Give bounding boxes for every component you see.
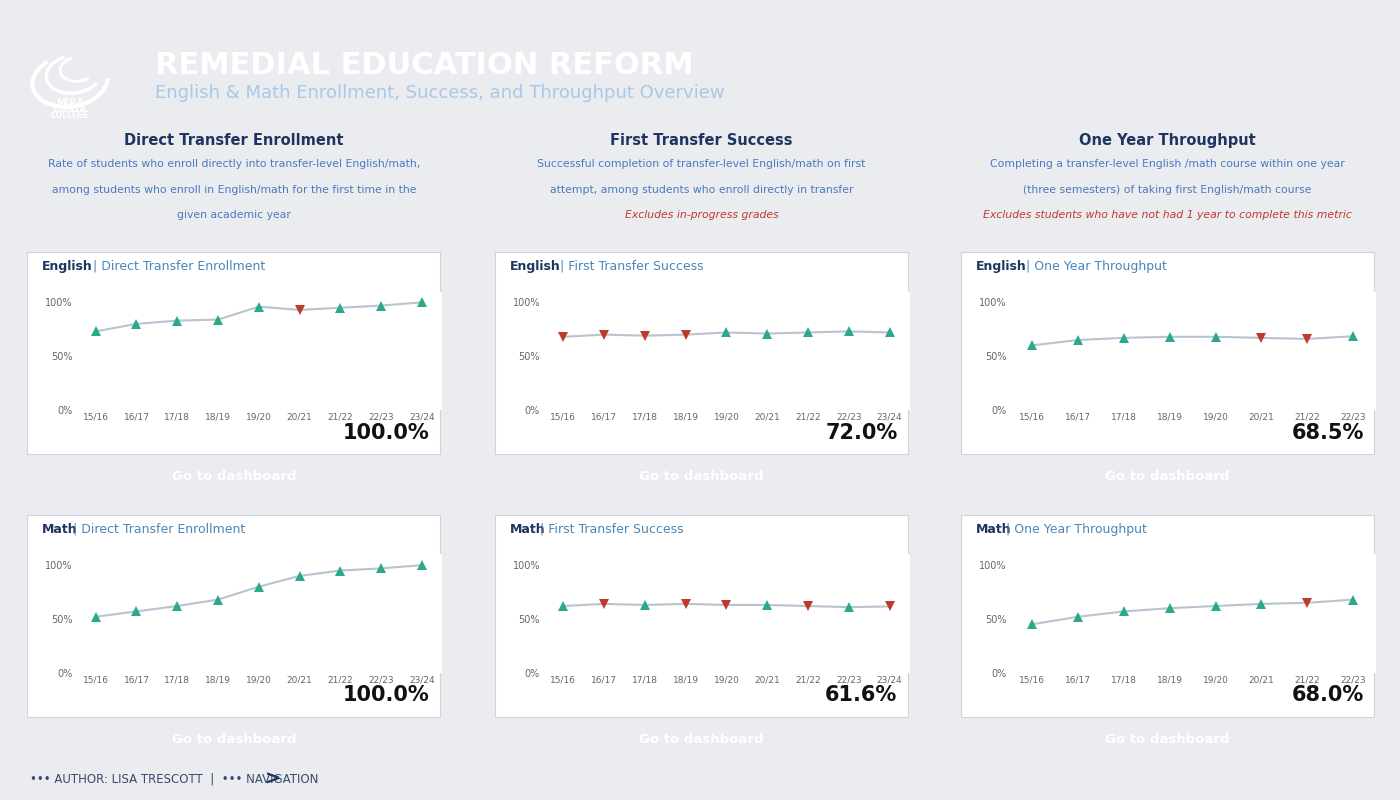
Text: Direct Transfer Enrollment: Direct Transfer Enrollment bbox=[125, 133, 343, 147]
Text: | Direct Transfer Enrollment: | Direct Transfer Enrollment bbox=[88, 260, 265, 273]
Text: 100.0%: 100.0% bbox=[343, 422, 430, 442]
Text: (three semesters) of taking first English/math course: (three semesters) of taking first Englis… bbox=[1023, 185, 1312, 194]
Text: English: English bbox=[510, 260, 560, 273]
Text: | One Year Throughput: | One Year Throughput bbox=[1022, 260, 1168, 273]
FancyBboxPatch shape bbox=[27, 252, 441, 454]
Text: Successful completion of transfer-level English/math on first: Successful completion of transfer-level … bbox=[538, 159, 865, 170]
Text: 72.0%: 72.0% bbox=[825, 422, 897, 442]
Text: Go to dashboard: Go to dashboard bbox=[640, 470, 763, 483]
Text: | One Year Throughput: | One Year Throughput bbox=[1002, 522, 1147, 536]
Text: ••• AUTHOR: LISA TRESCOTT  |  ••• NAVIGATION: ••• AUTHOR: LISA TRESCOTT | ••• NAVIGATI… bbox=[29, 773, 318, 786]
Text: AY 22/23: AY 22/23 bbox=[1315, 388, 1364, 398]
Text: Go to dashboard: Go to dashboard bbox=[1106, 470, 1229, 483]
Text: 68.0%: 68.0% bbox=[1291, 686, 1364, 706]
FancyBboxPatch shape bbox=[27, 514, 441, 717]
Text: One Year Throughput: One Year Throughput bbox=[1079, 133, 1256, 147]
Text: English: English bbox=[42, 260, 92, 273]
Text: Go to dashboard: Go to dashboard bbox=[172, 733, 295, 746]
Text: attempt, among students who enroll directly in transfer: attempt, among students who enroll direc… bbox=[550, 185, 853, 194]
Text: | First Transfer Success: | First Transfer Success bbox=[556, 260, 704, 273]
FancyBboxPatch shape bbox=[960, 514, 1375, 717]
FancyBboxPatch shape bbox=[494, 514, 909, 717]
Text: >: > bbox=[265, 770, 281, 789]
Text: Go to dashboard: Go to dashboard bbox=[640, 733, 763, 746]
FancyBboxPatch shape bbox=[494, 252, 909, 454]
Text: AY 22/23: AY 22/23 bbox=[1315, 650, 1364, 661]
Text: REMEDIAL EDUCATION REFORM: REMEDIAL EDUCATION REFORM bbox=[155, 51, 693, 80]
Text: Math: Math bbox=[510, 522, 545, 536]
FancyBboxPatch shape bbox=[960, 252, 1375, 454]
Text: AY 23/24: AY 23/24 bbox=[848, 650, 897, 661]
Text: COLLEGE: COLLEGE bbox=[50, 111, 90, 120]
Text: 61.6%: 61.6% bbox=[825, 686, 897, 706]
Text: English: English bbox=[976, 260, 1026, 273]
Text: 68.5%: 68.5% bbox=[1291, 422, 1364, 442]
Text: English & Math Enrollment, Success, and Throughput Overview: English & Math Enrollment, Success, and … bbox=[155, 84, 725, 102]
Text: given academic year: given academic year bbox=[176, 210, 291, 220]
Text: among students who enroll in English/math for the first time in the: among students who enroll in English/mat… bbox=[52, 185, 416, 194]
Text: 100.0%: 100.0% bbox=[343, 686, 430, 706]
Text: COSTA: COSTA bbox=[53, 106, 87, 114]
Text: Go to dashboard: Go to dashboard bbox=[1106, 733, 1229, 746]
Text: First Transfer Success: First Transfer Success bbox=[610, 133, 792, 147]
Text: AY 23/24: AY 23/24 bbox=[381, 388, 430, 398]
Text: Rate of students who enroll directly into transfer-level English/math,: Rate of students who enroll directly int… bbox=[48, 159, 420, 170]
Text: Math: Math bbox=[976, 522, 1011, 536]
Text: Excludes in-progress grades: Excludes in-progress grades bbox=[624, 210, 778, 220]
Text: AY 23/24: AY 23/24 bbox=[381, 650, 430, 661]
Text: | Direct Transfer Enrollment: | Direct Transfer Enrollment bbox=[69, 522, 245, 536]
Text: | First Transfer Success: | First Transfer Success bbox=[536, 522, 683, 536]
Text: AY 23/24: AY 23/24 bbox=[848, 388, 897, 398]
Text: Go to dashboard: Go to dashboard bbox=[172, 470, 295, 483]
Text: Completing a transfer-level English /math course within one year: Completing a transfer-level English /mat… bbox=[990, 159, 1345, 170]
Text: Excludes students who have not had 1 year to complete this metric: Excludes students who have not had 1 yea… bbox=[983, 210, 1352, 220]
Text: MIRA: MIRA bbox=[56, 98, 84, 108]
Text: Math: Math bbox=[42, 522, 77, 536]
